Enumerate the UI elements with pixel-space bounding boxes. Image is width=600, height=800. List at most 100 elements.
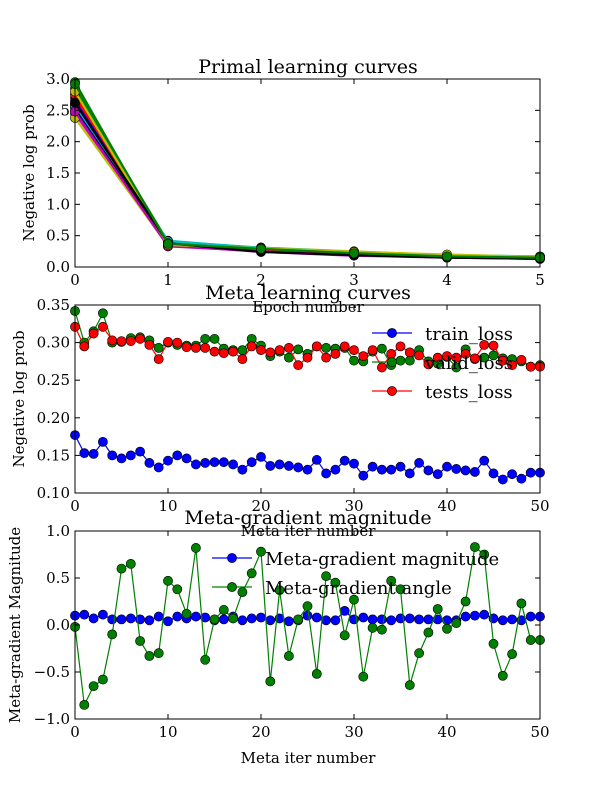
- chart-2-title: Meta learning curves: [205, 282, 411, 304]
- y-tick-label: 0.0: [46, 616, 70, 634]
- data-point: [451, 464, 462, 474]
- data-point: [116, 614, 127, 625]
- data-point: [469, 542, 480, 552]
- x-tick-label: 1: [163, 271, 173, 289]
- data-point: [386, 348, 397, 359]
- data-point: [321, 352, 331, 363]
- y-tick-label: 0.5: [46, 569, 70, 587]
- data-point: [246, 457, 257, 468]
- data-point: [116, 563, 127, 574]
- data-point: [339, 630, 350, 641]
- data-point: [228, 613, 238, 624]
- data-point: [479, 549, 490, 560]
- data-point: [153, 354, 164, 365]
- y-tick-label: 0.35: [37, 296, 70, 314]
- data-point: [414, 350, 424, 361]
- data-point: [116, 453, 127, 464]
- data-point: [321, 615, 331, 626]
- data-point: [395, 341, 406, 352]
- data-point: [321, 571, 331, 582]
- data-point: [237, 587, 248, 597]
- data-point: [423, 359, 434, 370]
- data-point: [349, 458, 359, 469]
- data-point: [404, 347, 415, 358]
- data-point: [190, 543, 201, 553]
- x-tick-label: 0: [70, 723, 80, 741]
- data-point: [135, 333, 145, 344]
- x-tick-label: 20: [251, 497, 270, 515]
- data-point: [488, 638, 499, 649]
- data-point: [293, 360, 304, 371]
- data-point: [218, 605, 229, 615]
- data-point: [218, 457, 229, 468]
- data-point: [79, 448, 90, 459]
- chart-2-ticks: 0 10 20 30 40 50 0.10 0.15 0.20 0.25 0.30 0.35: [37, 296, 550, 515]
- data-point: [246, 568, 257, 579]
- data-point: [163, 336, 173, 347]
- data-point: [311, 668, 322, 679]
- x-tick-label: 50: [530, 723, 549, 741]
- data-point: [79, 341, 90, 352]
- data-point: [451, 352, 462, 363]
- data-point: [404, 613, 415, 624]
- chart-1-ticks: 0 1 2 3 4 5 0.0 0.5 1.0 1.5 2.0 2.5 3.0: [46, 70, 545, 289]
- data-point: [125, 450, 136, 461]
- y-tick-label: 0.15: [37, 446, 70, 464]
- data-point: [330, 615, 341, 626]
- data-point: [144, 458, 155, 468]
- data-point: [330, 577, 341, 588]
- data-point: [293, 614, 304, 625]
- data-point: [218, 348, 229, 359]
- data-point: [497, 670, 508, 681]
- data-point: [507, 360, 517, 371]
- data-point: [107, 450, 118, 461]
- series-tests_loss: [70, 321, 545, 373]
- data-point: [469, 610, 480, 621]
- data-point: [125, 559, 136, 569]
- data-point: [209, 614, 220, 625]
- data-point: [349, 594, 359, 605]
- legend-marker: [227, 553, 237, 563]
- data-point: [181, 453, 192, 464]
- data-point: [274, 585, 285, 596]
- data-point: [395, 461, 406, 472]
- y-tick-label: 0.20: [37, 409, 70, 427]
- data-point: [488, 468, 499, 479]
- data-point: [423, 614, 434, 625]
- x-tick-label: 20: [251, 723, 270, 741]
- data-point: [311, 612, 322, 623]
- data-point: [190, 342, 201, 353]
- data-point: [218, 614, 229, 625]
- data-point: [144, 615, 155, 626]
- data-point: [311, 341, 322, 352]
- series-line: [74, 102, 541, 260]
- data-point: [488, 350, 499, 361]
- data-point: [293, 344, 304, 355]
- data-point: [172, 611, 183, 622]
- data-point: [237, 354, 248, 365]
- data-point: [525, 467, 536, 478]
- chart-3-ylabel: Meta-gradient Magnitude: [6, 527, 24, 723]
- x-tick-label: 40: [437, 497, 456, 515]
- y-tick-label: 2.5: [46, 101, 70, 119]
- data-point: [256, 546, 266, 557]
- legend-marker: [387, 328, 397, 338]
- data-point: [88, 328, 99, 339]
- data-point: [349, 345, 359, 356]
- data-point: [172, 450, 183, 461]
- data-point: [358, 470, 369, 481]
- chart-1-series-group: [70, 77, 545, 264]
- y-tick-label: 0.25: [37, 371, 70, 389]
- y-tick-label: 1.0: [46, 522, 70, 540]
- y-tick-label: 1.0: [46, 195, 70, 213]
- data-point: [404, 680, 415, 691]
- x-tick-label: 4: [442, 271, 452, 289]
- data-point: [423, 627, 434, 638]
- data-point: [265, 615, 276, 626]
- data-point: [125, 336, 136, 346]
- data-point: [367, 461, 378, 472]
- data-point: [451, 618, 462, 629]
- chart-2-ylabel: Negative log prob: [10, 330, 28, 467]
- data-point: [144, 339, 155, 350]
